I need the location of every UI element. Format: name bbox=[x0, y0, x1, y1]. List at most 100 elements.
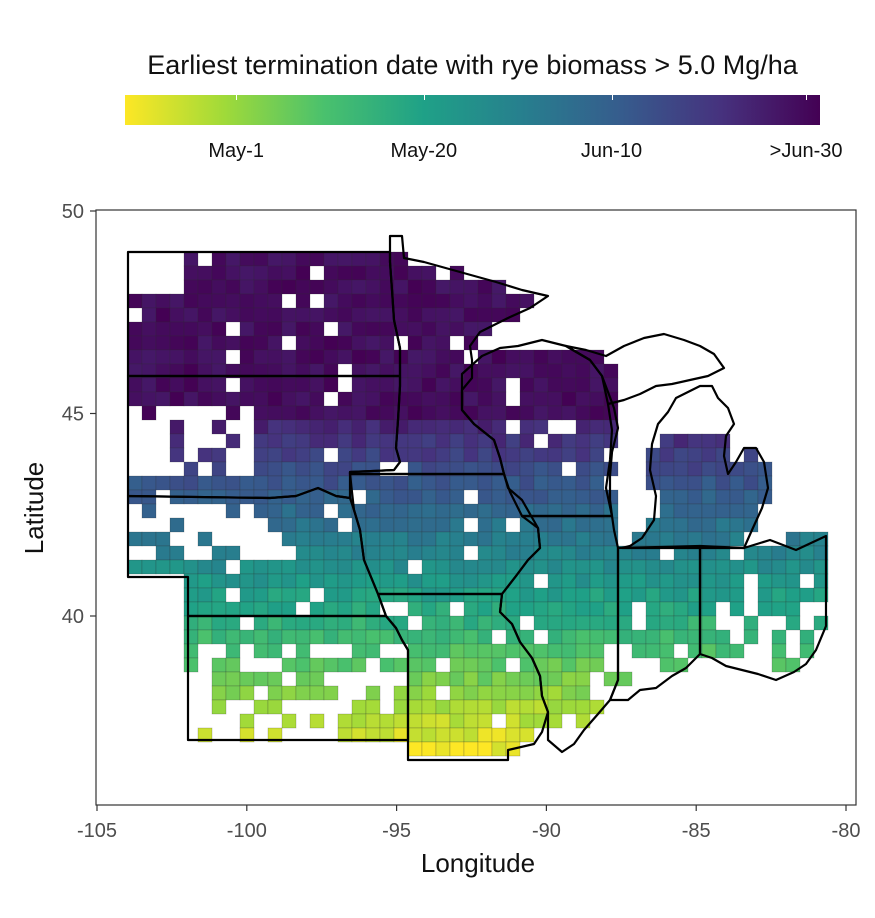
county-cell bbox=[589, 419, 605, 435]
county-cell bbox=[449, 629, 465, 645]
county-cell bbox=[449, 447, 465, 463]
county-cell bbox=[337, 573, 353, 589]
county-cell bbox=[477, 307, 493, 323]
county-cell bbox=[323, 587, 339, 603]
county-cell bbox=[295, 433, 311, 449]
county-cell bbox=[337, 503, 353, 519]
county-cell bbox=[421, 741, 437, 757]
county-cell bbox=[575, 405, 591, 421]
county-cell bbox=[407, 713, 423, 729]
county-cell bbox=[365, 321, 381, 337]
county-cell bbox=[491, 657, 507, 673]
county-cell bbox=[673, 615, 689, 631]
county-cell bbox=[575, 643, 591, 659]
county-cell bbox=[323, 377, 339, 393]
county-cell bbox=[309, 545, 325, 561]
county-cell bbox=[547, 573, 563, 589]
county-cell bbox=[309, 517, 325, 533]
county-cell bbox=[211, 559, 227, 575]
county-cell bbox=[561, 349, 577, 365]
county-cell bbox=[225, 265, 241, 281]
county-cell bbox=[183, 349, 199, 365]
county-cell bbox=[687, 475, 703, 491]
county-cell bbox=[519, 419, 535, 435]
county-cell bbox=[435, 601, 451, 617]
county-cell bbox=[211, 615, 227, 631]
county-cell bbox=[183, 615, 199, 631]
county-cell bbox=[477, 447, 493, 463]
county-cell bbox=[407, 307, 423, 323]
county-cell bbox=[561, 629, 577, 645]
county-cell bbox=[267, 461, 283, 477]
county-cell bbox=[239, 335, 255, 351]
county-cell bbox=[561, 643, 577, 659]
county-cell bbox=[323, 629, 339, 645]
county-cell bbox=[351, 699, 367, 715]
x-tick-label: -80 bbox=[832, 820, 861, 842]
county-cell bbox=[575, 573, 591, 589]
county-cell bbox=[281, 657, 297, 673]
county-cell bbox=[715, 559, 731, 575]
county-cell bbox=[365, 265, 381, 281]
county-cell bbox=[673, 517, 689, 533]
county-cell bbox=[197, 587, 213, 603]
county-cell bbox=[253, 573, 269, 589]
county-cell bbox=[785, 559, 801, 575]
county-cell bbox=[323, 335, 339, 351]
county-cell bbox=[435, 671, 451, 687]
county-cell bbox=[267, 503, 283, 519]
county-cell bbox=[379, 321, 395, 337]
county-cell bbox=[435, 713, 451, 729]
county-cell bbox=[575, 601, 591, 617]
county-cell bbox=[351, 335, 367, 351]
county-cell bbox=[225, 391, 241, 407]
county-cell bbox=[309, 685, 325, 701]
county-cell bbox=[351, 629, 367, 645]
county-cell bbox=[407, 517, 423, 533]
county-cell bbox=[267, 587, 283, 603]
county-cell bbox=[351, 573, 367, 589]
county-cell bbox=[407, 377, 423, 393]
county-cell bbox=[239, 251, 255, 267]
county-cell bbox=[421, 433, 437, 449]
county-cell bbox=[225, 685, 241, 701]
county-cell bbox=[561, 531, 577, 547]
county-cell bbox=[225, 293, 241, 309]
county-cell bbox=[463, 447, 479, 463]
county-cell bbox=[253, 587, 269, 603]
county-cell bbox=[505, 433, 521, 449]
county-cell bbox=[701, 573, 717, 589]
county-cell bbox=[463, 475, 479, 491]
county-cell bbox=[491, 643, 507, 659]
county-cell bbox=[771, 643, 787, 659]
county-cell bbox=[547, 643, 563, 659]
county-cell bbox=[435, 727, 451, 743]
county-cell bbox=[323, 265, 339, 281]
county-cell bbox=[169, 321, 185, 337]
county-cell bbox=[141, 335, 157, 351]
county-cell bbox=[323, 251, 339, 267]
county-cell bbox=[295, 391, 311, 407]
county-cell bbox=[253, 643, 269, 659]
county-cell bbox=[323, 293, 339, 309]
county-cell bbox=[365, 713, 381, 729]
county-cell bbox=[715, 629, 731, 645]
county-cell bbox=[323, 433, 339, 449]
county-cell bbox=[449, 531, 465, 547]
county-cell bbox=[225, 601, 241, 617]
county-cell bbox=[463, 643, 479, 659]
county-cell bbox=[505, 349, 521, 365]
county-cell bbox=[421, 419, 437, 435]
county-cell bbox=[351, 265, 367, 281]
county-cell bbox=[491, 685, 507, 701]
county-cell bbox=[449, 685, 465, 701]
county-cell bbox=[421, 629, 437, 645]
county-cell bbox=[211, 349, 227, 365]
county-cell bbox=[267, 573, 283, 589]
county-cell bbox=[267, 279, 283, 295]
y-tick-label: 40 bbox=[62, 606, 84, 628]
county-cell bbox=[365, 601, 381, 617]
county-cell bbox=[673, 559, 689, 575]
county-cell bbox=[505, 601, 521, 617]
county-cell bbox=[141, 321, 157, 337]
